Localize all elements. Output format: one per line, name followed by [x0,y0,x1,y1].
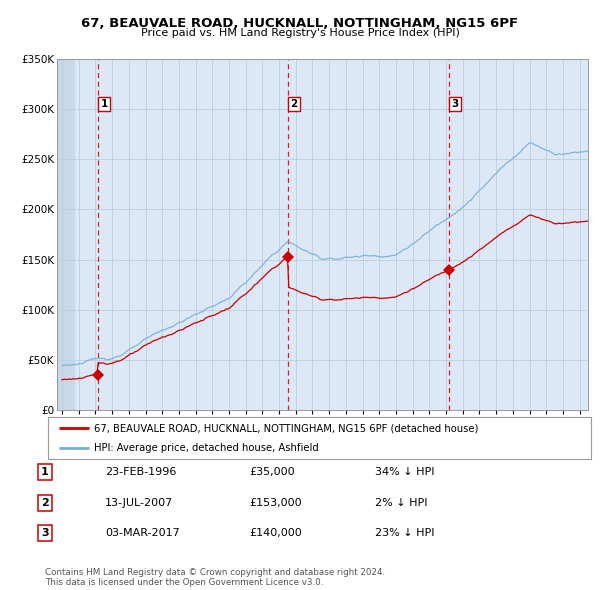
Text: 03-MAR-2017: 03-MAR-2017 [105,529,180,538]
Text: 2: 2 [290,99,298,109]
Text: £140,000: £140,000 [249,529,302,538]
Text: 23% ↓ HPI: 23% ↓ HPI [375,529,434,538]
Text: 13-JUL-2007: 13-JUL-2007 [105,498,173,507]
Text: 1: 1 [41,467,49,477]
Text: 67, BEAUVALE ROAD, HUCKNALL, NOTTINGHAM, NG15 6PF (detached house): 67, BEAUVALE ROAD, HUCKNALL, NOTTINGHAM,… [94,424,479,434]
Text: 2: 2 [41,498,49,507]
Text: £35,000: £35,000 [249,467,295,477]
Text: 3: 3 [451,99,458,109]
Text: 67, BEAUVALE ROAD, HUCKNALL, NOTTINGHAM, NG15 6PF: 67, BEAUVALE ROAD, HUCKNALL, NOTTINGHAM,… [82,17,518,30]
Text: Contains HM Land Registry data © Crown copyright and database right 2024.
This d: Contains HM Land Registry data © Crown c… [45,568,385,587]
Bar [57,59,74,410]
Text: £153,000: £153,000 [249,498,302,507]
Text: 2% ↓ HPI: 2% ↓ HPI [375,498,427,507]
Text: Price paid vs. HM Land Registry's House Price Index (HPI): Price paid vs. HM Land Registry's House … [140,28,460,38]
Text: HPI: Average price, detached house, Ashfield: HPI: Average price, detached house, Ashf… [94,444,319,453]
Text: 23-FEB-1996: 23-FEB-1996 [105,467,176,477]
Text: 1: 1 [100,99,107,109]
Text: 3: 3 [41,529,49,538]
Text: 34% ↓ HPI: 34% ↓ HPI [375,467,434,477]
